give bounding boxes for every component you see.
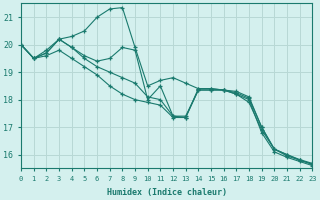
X-axis label: Humidex (Indice chaleur): Humidex (Indice chaleur): [107, 188, 227, 197]
